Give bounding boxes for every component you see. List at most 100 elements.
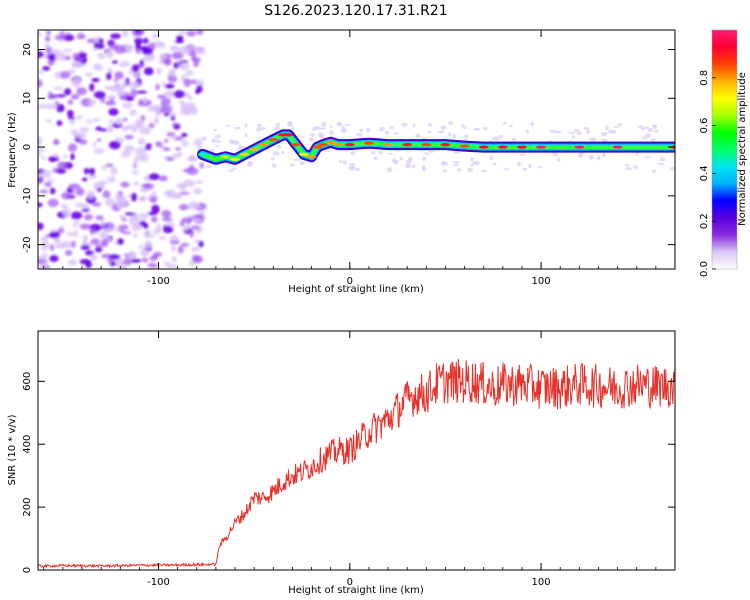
figure-title: S126.2023.120.17.31.R21	[264, 3, 447, 19]
signal-track-point	[249, 147, 260, 152]
noise-blob	[44, 43, 50, 49]
track-halo-blob	[604, 131, 609, 135]
spectrogram-y-tick-label: -10	[22, 188, 33, 204]
noise-blob	[169, 45, 180, 51]
noise-blob	[38, 104, 48, 109]
noise-blob	[151, 190, 156, 195]
noise-blob	[38, 152, 42, 157]
track-halo-blob	[549, 129, 557, 133]
noise-blob	[70, 211, 83, 220]
track-halo-blob	[336, 122, 342, 125]
track-halo-blob	[225, 124, 231, 127]
noise-blob	[199, 162, 204, 169]
noise-blob	[64, 249, 73, 256]
noise-blob	[180, 132, 188, 138]
noise-blob	[193, 60, 199, 68]
noise-blob	[139, 126, 152, 135]
noise-blob	[115, 117, 124, 126]
track-halo-blob	[344, 123, 351, 126]
noise-blob	[54, 52, 66, 61]
track-halo-blob	[401, 122, 408, 127]
track-halo-blob	[277, 145, 282, 149]
track-halo-blob	[511, 137, 517, 142]
noise-blob	[124, 212, 135, 216]
noise-blob	[49, 255, 59, 262]
noise-blob	[45, 103, 58, 110]
noise-blob	[119, 95, 127, 99]
noise-blob	[41, 254, 49, 259]
noise-blob	[156, 67, 162, 76]
noise-blob	[123, 144, 135, 153]
noise-blob	[132, 169, 139, 175]
colorbar-ticks: 0.0 0.2 0.4 0.6 0.8	[699, 70, 716, 277]
track-halo-blob	[386, 167, 393, 173]
noise-blob	[86, 190, 95, 200]
track-halo-blob	[604, 125, 610, 131]
noise-blob	[171, 51, 184, 60]
snr-plot-area	[38, 331, 675, 570]
track-halo-blob	[601, 152, 606, 158]
noise-blob	[97, 180, 108, 185]
noise-blob	[160, 106, 173, 114]
track-halo-blob	[492, 136, 496, 141]
noise-blob	[105, 197, 115, 207]
noise-blob	[177, 31, 188, 35]
noise-blob	[54, 138, 59, 145]
track-halo-blob	[273, 126, 280, 130]
track-halo-blob	[653, 129, 659, 133]
noise-blob	[162, 217, 173, 222]
noise-blob	[62, 208, 71, 217]
spectrogram-y-tick-label: 10	[22, 92, 33, 105]
track-halo-blob	[341, 129, 347, 134]
noise-blob	[128, 81, 140, 89]
track-halo-blob	[442, 161, 449, 166]
track-halo-blob	[234, 126, 242, 130]
track-halo-blob	[227, 169, 234, 172]
track-halo-blob	[556, 157, 561, 162]
colorbar-frame	[711, 29, 738, 270]
noise-blob	[76, 87, 87, 96]
noise-blob	[141, 37, 149, 44]
noise-blob	[67, 259, 78, 266]
noise-blob	[68, 183, 81, 189]
noise-blob	[99, 231, 108, 240]
track-halo-blob	[502, 121, 507, 125]
noise-blob	[123, 257, 132, 266]
track-halo-blob	[437, 130, 445, 134]
track-halo-blob	[214, 134, 222, 139]
noise-blob	[61, 191, 73, 200]
spectrogram-x-tick-label: 100	[532, 276, 551, 287]
noise-blob	[49, 244, 55, 252]
noise-blob	[42, 66, 51, 72]
track-halo-blob	[489, 155, 494, 161]
track-halo-blob	[389, 125, 395, 130]
noise-blob	[134, 146, 146, 156]
track-halo-blob	[588, 155, 595, 160]
noise-blob	[98, 38, 104, 44]
signal-track-point	[536, 145, 547, 149]
noise-blob	[134, 118, 145, 126]
track-halo-blob	[473, 127, 481, 131]
noise-blob	[138, 196, 147, 202]
track-halo-blob	[313, 125, 321, 131]
noise-blob	[79, 223, 92, 230]
track-halo-blob	[647, 128, 654, 132]
noise-blob	[155, 141, 163, 148]
track-halo-blob	[442, 169, 448, 173]
noise-blob	[54, 71, 61, 79]
signal-track-point	[306, 155, 317, 159]
track-halo-blob	[650, 137, 657, 142]
noise-blob	[70, 153, 75, 161]
colorbar-tick-label: 0.6	[699, 118, 710, 134]
track-halo-blob	[586, 130, 590, 134]
noise-blob	[119, 61, 131, 68]
noise-blob	[196, 225, 203, 234]
track-halo-blob	[463, 134, 469, 139]
signal-track-point	[230, 157, 241, 161]
noise-blob	[163, 112, 171, 117]
snr-y-tick-label: 400	[22, 435, 33, 454]
noise-blob	[40, 247, 47, 251]
track-halo-blob	[573, 128, 580, 132]
noise-blob	[193, 214, 204, 219]
noise-blob	[163, 190, 172, 196]
